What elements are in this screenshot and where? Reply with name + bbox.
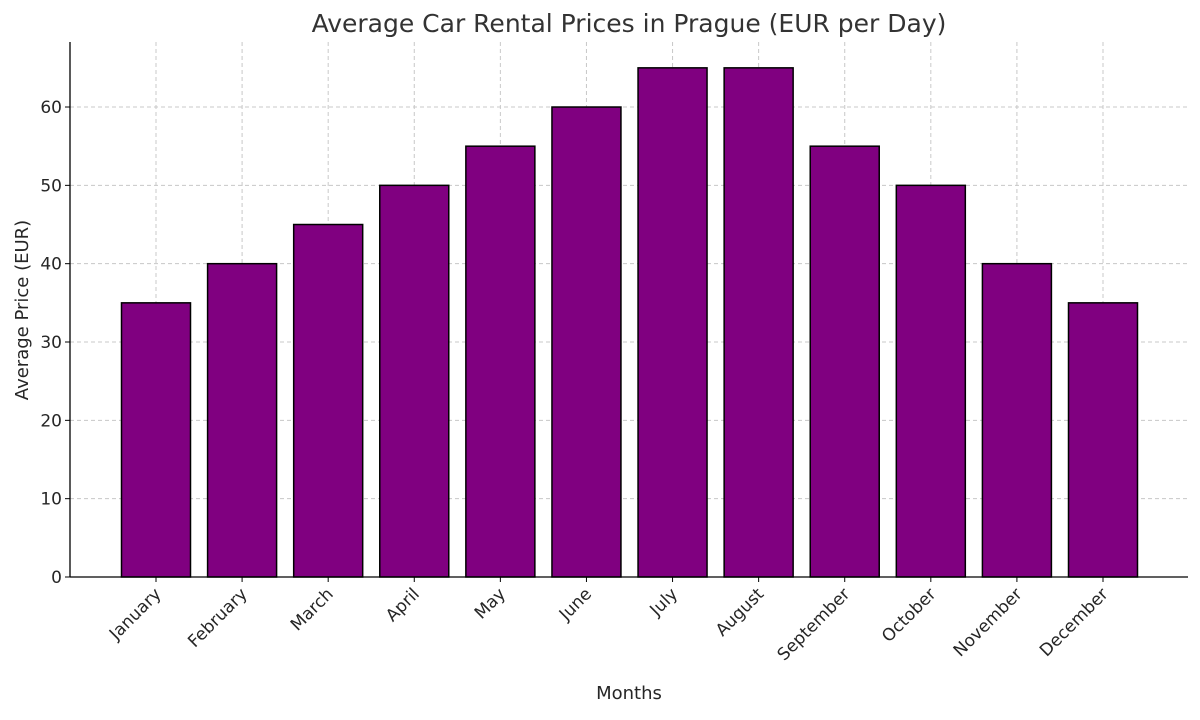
x-axis-label: Months	[596, 683, 662, 704]
x-tick-label: November	[950, 584, 1027, 661]
x-tick-label: August	[712, 584, 768, 640]
y-tick-label: 10	[40, 490, 62, 510]
x-tick-label: December	[1036, 584, 1112, 660]
bar-december	[1067, 302, 1139, 578]
bar-march	[292, 223, 364, 578]
x-tick-label: January	[105, 584, 165, 644]
x-tick-label: March	[287, 584, 338, 635]
y-tick-label: 20	[40, 411, 62, 431]
x-tick-label: July	[646, 584, 682, 620]
bar-february	[206, 262, 278, 578]
chart-title: Average Car Rental Prices in Prague (EUR…	[312, 9, 947, 38]
bar-october	[895, 184, 967, 578]
bar-january	[120, 302, 192, 578]
bar-july	[637, 67, 708, 578]
bar-june	[551, 106, 622, 578]
x-tick-label: February	[184, 584, 251, 651]
x-tick-label: June	[555, 584, 596, 625]
bar-april	[379, 184, 450, 578]
y-tick-label: 50	[40, 176, 62, 196]
x-tick-label: September	[774, 584, 855, 665]
y-axis-label: Average Price (EUR)	[12, 220, 33, 400]
bar-may	[465, 145, 536, 578]
y-tick-label: 60	[40, 98, 62, 118]
y-tick-label: 30	[40, 333, 62, 353]
x-tick-label: October	[878, 584, 940, 646]
bar-september	[809, 145, 880, 578]
bars	[120, 67, 1139, 578]
y-tick-label: 40	[40, 255, 62, 275]
bar-november	[981, 262, 1053, 578]
x-tick-label: April	[382, 584, 424, 626]
y-tick-label: 0	[51, 568, 62, 588]
bar-august	[723, 67, 794, 578]
x-tick-label: May	[471, 584, 510, 623]
